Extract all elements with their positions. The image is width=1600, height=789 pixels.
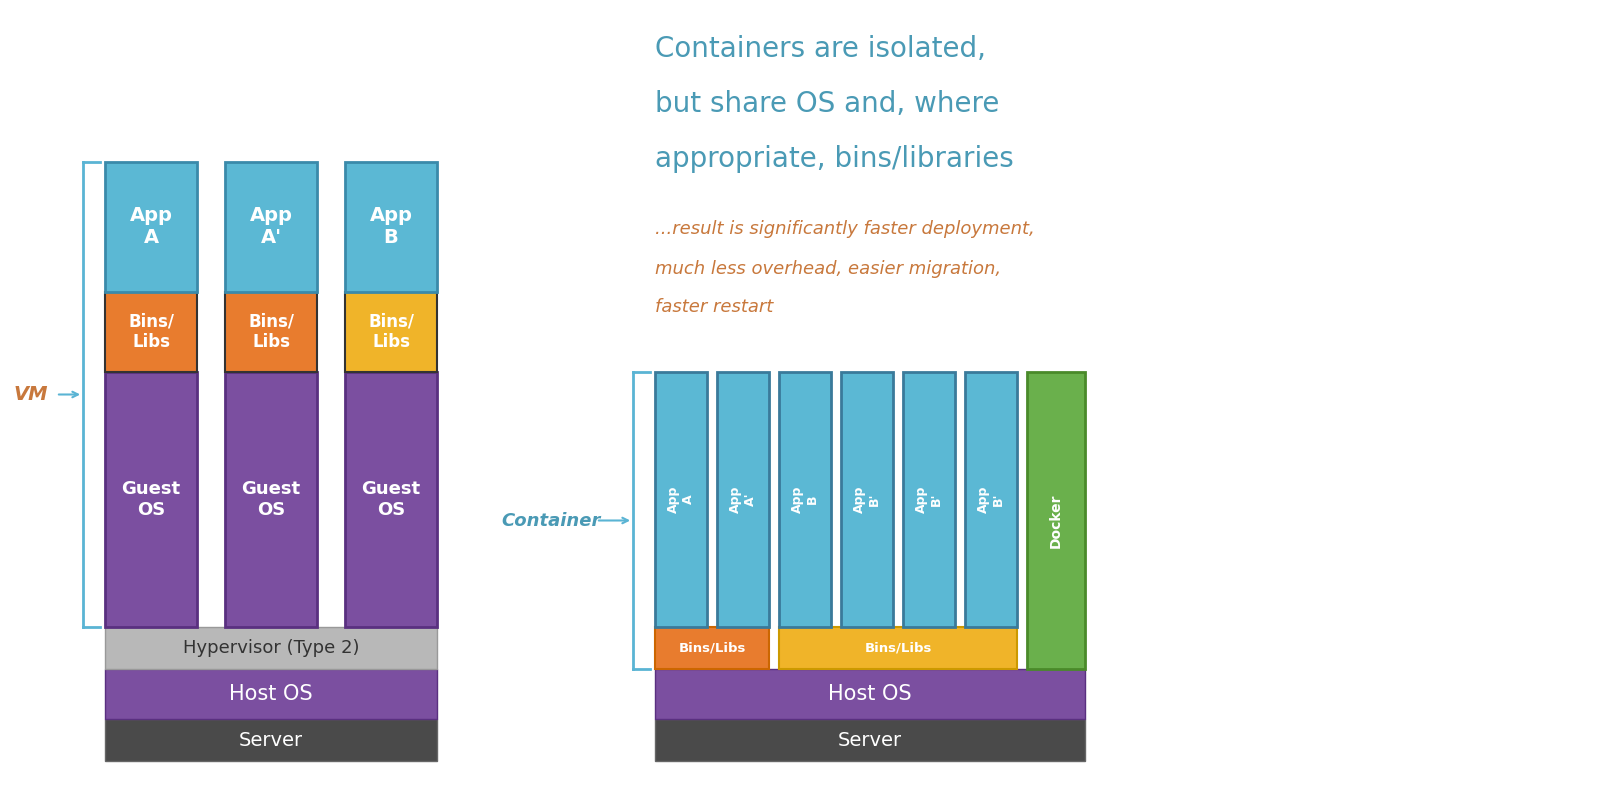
FancyBboxPatch shape: [226, 372, 317, 627]
FancyBboxPatch shape: [226, 162, 317, 292]
Text: Bins/Libs: Bins/Libs: [678, 641, 746, 655]
Text: Containers are isolated,: Containers are isolated,: [654, 35, 986, 63]
Text: VM: VM: [14, 385, 48, 404]
FancyBboxPatch shape: [106, 372, 197, 627]
Text: App
B': App B': [978, 486, 1005, 513]
Text: Guest
OS: Guest OS: [242, 480, 301, 519]
Text: App
A': App A': [730, 486, 757, 513]
FancyBboxPatch shape: [654, 627, 770, 669]
Text: App
A': App A': [250, 207, 293, 248]
FancyBboxPatch shape: [654, 372, 707, 627]
Text: faster restart: faster restart: [654, 298, 773, 316]
Text: Host OS: Host OS: [829, 684, 912, 704]
Text: App
B': App B': [915, 486, 942, 513]
FancyBboxPatch shape: [779, 627, 1018, 669]
Text: App
B': App B': [853, 486, 882, 513]
Text: appropriate, bins/libraries: appropriate, bins/libraries: [654, 145, 1014, 173]
Text: Bins/
Libs: Bins/ Libs: [248, 312, 294, 351]
Text: Host OS: Host OS: [229, 684, 314, 704]
FancyBboxPatch shape: [779, 372, 830, 627]
Text: Container: Container: [501, 511, 600, 529]
FancyBboxPatch shape: [106, 292, 197, 372]
FancyBboxPatch shape: [902, 372, 955, 627]
FancyBboxPatch shape: [654, 719, 1085, 761]
FancyBboxPatch shape: [106, 162, 197, 292]
Text: App
B: App B: [790, 486, 819, 513]
Text: much less overhead, easier migration,: much less overhead, easier migration,: [654, 260, 1002, 278]
Text: Guest
OS: Guest OS: [122, 480, 181, 519]
FancyBboxPatch shape: [106, 719, 437, 761]
Text: Server: Server: [838, 731, 902, 750]
FancyBboxPatch shape: [346, 372, 437, 627]
Text: but share OS and, where: but share OS and, where: [654, 90, 1000, 118]
FancyBboxPatch shape: [346, 162, 437, 292]
FancyBboxPatch shape: [226, 292, 317, 372]
FancyBboxPatch shape: [106, 669, 437, 719]
FancyBboxPatch shape: [346, 292, 437, 372]
Text: Bins/
Libs: Bins/ Libs: [368, 312, 414, 351]
Text: Guest
OS: Guest OS: [362, 480, 421, 519]
FancyBboxPatch shape: [717, 372, 770, 627]
Text: Bins/Libs: Bins/Libs: [864, 641, 931, 655]
Text: Server: Server: [238, 731, 302, 750]
FancyBboxPatch shape: [106, 627, 437, 669]
Text: Bins/
Libs: Bins/ Libs: [128, 312, 174, 351]
FancyBboxPatch shape: [654, 669, 1085, 719]
Text: ...result is significantly faster deployment,: ...result is significantly faster deploy…: [654, 220, 1035, 238]
Text: App
B: App B: [370, 207, 413, 248]
Text: App
A: App A: [130, 207, 173, 248]
Text: Docker: Docker: [1050, 493, 1062, 548]
Text: App
A: App A: [667, 486, 694, 513]
Text: Hypervisor (Type 2): Hypervisor (Type 2): [182, 639, 360, 657]
FancyBboxPatch shape: [842, 372, 893, 627]
FancyBboxPatch shape: [1027, 372, 1085, 669]
FancyBboxPatch shape: [965, 372, 1018, 627]
